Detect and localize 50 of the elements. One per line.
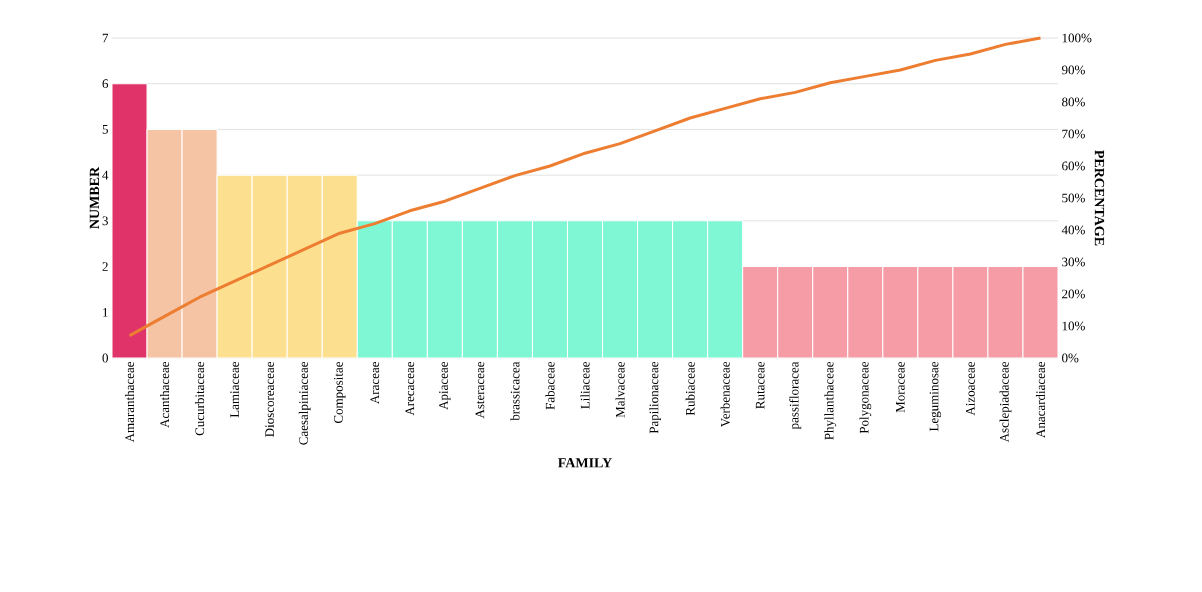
- y2-axis-title: PERCENTAGE: [1094, 150, 1105, 246]
- y2-tick-label: 10%: [1062, 321, 1085, 331]
- x-tick-label: Acanthaceae: [159, 361, 170, 428]
- x-tick-label: Asteraceae: [475, 361, 485, 419]
- x-tick-label: Aizoaceae: [966, 361, 975, 416]
- x-tick-label: Compositae: [334, 361, 346, 424]
- x-tick-label: Liliaceae: [580, 361, 590, 409]
- x-tick-label: Amaranthaceae: [124, 361, 135, 443]
- x-tick-label: Anacardiaceae: [1035, 361, 1046, 438]
- y2-tick-label: 30%: [1062, 257, 1085, 267]
- y2-tick-label: 80%: [1062, 97, 1085, 107]
- y-tick-label: 4: [102, 170, 109, 180]
- x-tick-label: Apiaceae: [439, 361, 451, 410]
- y-tick-label: 6: [102, 79, 109, 89]
- x-tick-label: Arecaceae: [405, 361, 415, 416]
- x-tick-label: Araceae: [370, 361, 380, 404]
- x-tick-label: Fabaceae: [545, 361, 555, 410]
- y2-tick-label: 0%: [1062, 353, 1079, 363]
- x-tick-label: Papilionaceae: [649, 361, 661, 434]
- y-tick-label: 5: [102, 125, 108, 134]
- x-tick-label: Caesalpiniaceae: [298, 361, 311, 445]
- x-tick-label: Polygonaceae: [859, 361, 872, 434]
- x-tick-label: Phyllanthaceae: [824, 361, 837, 440]
- x-tick-label: Rutaceae: [755, 361, 765, 409]
- y2-tick-label: 40%: [1061, 225, 1085, 235]
- x-axis-title: FAMILY: [558, 458, 612, 468]
- x-tick-label: Rubiaceae: [685, 361, 695, 416]
- line-series: [128, 36, 1042, 338]
- x-tick-label: passifloracea: [789, 361, 802, 430]
- y2-tick-label: 100%: [1062, 33, 1092, 43]
- x-tick-label: Verbenaceae: [720, 361, 730, 428]
- x-tick-label: Moraceae: [896, 361, 905, 413]
- x-tick-label: Dioscoreaceae: [265, 361, 275, 437]
- y2-tick-label: 20%: [1062, 289, 1085, 299]
- y-tick-label: 3: [102, 216, 108, 226]
- y-tick-label: 1: [103, 308, 108, 317]
- y-tick-label: 7: [102, 33, 109, 43]
- x-tick-label: Lamiaceae: [230, 361, 239, 418]
- y2-tick-label: 60%: [1062, 161, 1085, 171]
- x-tick-label: Cucurbitaceae: [195, 361, 205, 436]
- x-tick-label: Leguminosae: [929, 361, 942, 432]
- y-tick-label: 0: [102, 353, 108, 363]
- x-tick-label: Malvaceae: [615, 361, 625, 418]
- y2-tick-label: 70%: [1062, 129, 1085, 139]
- y-axis-title: NUMBER: [89, 166, 100, 229]
- y-tick-label: 2: [102, 262, 108, 271]
- x-tick-label: brassicacea: [510, 361, 520, 421]
- y2-tick-label: 90%: [1061, 65, 1085, 75]
- x-tick-label: Asclepiadaceae: [999, 361, 1012, 443]
- y2-tick-label: 50%: [1062, 193, 1085, 203]
